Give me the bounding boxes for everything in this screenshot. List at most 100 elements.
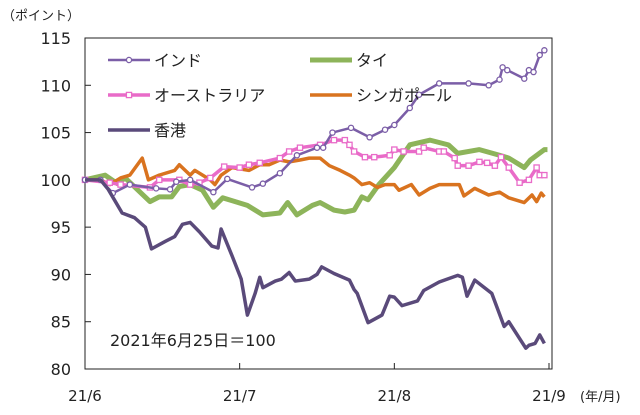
data-point <box>525 176 533 184</box>
data-point <box>285 148 293 155</box>
data-point <box>293 152 301 159</box>
data-point <box>476 158 483 166</box>
data-point <box>220 163 228 170</box>
data-point <box>347 124 355 132</box>
data-point <box>330 136 338 144</box>
data-point <box>521 75 528 82</box>
data-point <box>155 176 163 184</box>
data-point <box>186 176 194 184</box>
series-2 <box>81 136 548 191</box>
data-point <box>530 68 537 76</box>
series-4 <box>85 178 546 350</box>
legend-label: シンガポール <box>356 86 452 105</box>
series-0 <box>81 47 548 197</box>
data-point <box>465 80 472 87</box>
data-point <box>370 153 378 161</box>
x-tick-label: 21/9 <box>532 387 566 405</box>
data-point <box>259 180 267 187</box>
series-lines <box>81 47 548 350</box>
data-point <box>126 181 134 188</box>
series-3 <box>85 156 546 205</box>
data-point <box>245 161 253 168</box>
x-tick-label: 21/6 <box>68 387 102 405</box>
data-point <box>276 169 284 177</box>
data-point <box>451 154 458 162</box>
data-point <box>210 188 217 196</box>
data-point <box>541 47 548 54</box>
x-tick-label: 21/8 <box>377 387 411 405</box>
y-axis-label: （ポイント） <box>2 9 80 24</box>
data-point <box>391 121 398 129</box>
data-point <box>496 76 503 83</box>
data-point <box>386 152 393 159</box>
data-point <box>420 144 427 151</box>
data-point <box>361 153 369 161</box>
data-point <box>485 82 492 89</box>
data-point <box>533 164 540 171</box>
data-point <box>415 91 423 98</box>
data-point <box>207 174 214 182</box>
data-point <box>341 136 349 144</box>
series-line <box>85 178 546 350</box>
data-point <box>381 126 389 133</box>
legend-item: オーストラリア <box>108 86 265 105</box>
data-point <box>350 148 358 155</box>
data-point <box>166 186 174 193</box>
legend-label: 香港 <box>154 121 186 140</box>
data-point <box>117 181 124 188</box>
data-point <box>406 104 414 112</box>
legend-label: インド <box>154 51 202 70</box>
legend-label: タイ <box>356 51 388 70</box>
data-point <box>346 141 353 149</box>
legend-item: タイ <box>310 51 388 70</box>
data-point <box>276 154 284 162</box>
y-tick-label: 100 <box>40 171 71 190</box>
data-point <box>248 184 256 191</box>
data-point <box>106 179 113 186</box>
series-line <box>84 137 548 218</box>
data-point <box>400 148 407 155</box>
data-point <box>366 134 373 141</box>
data-point <box>483 159 491 167</box>
data-point <box>152 185 160 192</box>
x-axis-label: (年/月) <box>580 390 621 405</box>
data-point <box>256 159 264 167</box>
y-axis: 80 85 90 95 100 105 110 115 <box>40 29 91 379</box>
y-tick-label: 110 <box>40 76 71 95</box>
y-tick-label: 105 <box>40 124 71 143</box>
legend-item: シンガポール <box>310 86 452 105</box>
data-point <box>173 178 180 185</box>
y-tick-label: 80 <box>51 360 71 379</box>
data-point <box>296 144 304 151</box>
data-point <box>125 91 133 99</box>
legend-item: 香港 <box>108 121 186 140</box>
data-point <box>465 162 472 169</box>
data-point <box>491 162 499 169</box>
data-point <box>391 146 398 153</box>
data-point <box>440 148 448 155</box>
y-tick-label: 95 <box>51 218 71 237</box>
data-point <box>125 56 133 64</box>
data-point <box>541 171 548 179</box>
plot-area <box>84 37 553 370</box>
y-tick-label: 90 <box>51 265 71 284</box>
data-point <box>454 162 461 169</box>
legend-item: インド <box>108 51 202 70</box>
data-point <box>224 175 231 183</box>
y-tick-label: 115 <box>40 29 71 48</box>
baseline-annotation: 2021年6月25日＝100 <box>110 331 276 350</box>
data-point <box>236 164 243 171</box>
legend-label: オーストラリア <box>154 86 265 105</box>
data-point <box>415 148 423 155</box>
x-axis: 21/6 21/7 21/8 21/9 <box>68 363 566 405</box>
data-point <box>505 164 513 171</box>
x-tick-label: 21/7 <box>223 387 257 405</box>
data-point <box>435 80 443 87</box>
data-point <box>319 144 327 151</box>
data-point <box>313 144 321 151</box>
series-line <box>85 156 546 205</box>
data-point <box>536 51 543 59</box>
data-point <box>329 129 336 136</box>
series-1 <box>84 137 548 218</box>
